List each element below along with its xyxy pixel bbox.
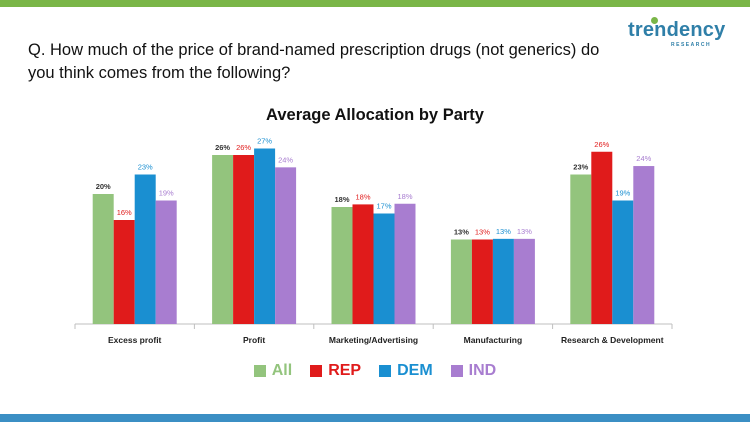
brand-logo: trendency RESEARCH bbox=[628, 17, 740, 49]
legend-swatch bbox=[310, 365, 323, 377]
data-label: 19% bbox=[615, 189, 630, 198]
data-label: 18% bbox=[397, 192, 412, 201]
category-label: Marketing/Advertising bbox=[329, 335, 418, 345]
bottom-accent-bar bbox=[0, 414, 750, 422]
data-label: 27% bbox=[257, 137, 272, 146]
logo-wordmark: trendency bbox=[628, 19, 726, 41]
category-label: Profit bbox=[243, 335, 265, 345]
category-label: Manufacturing bbox=[464, 335, 523, 345]
data-label: 20% bbox=[96, 182, 111, 191]
data-label: 26% bbox=[215, 143, 230, 152]
bar-all bbox=[450, 239, 472, 324]
legend-swatch bbox=[253, 365, 266, 377]
data-label: 13% bbox=[454, 228, 469, 237]
bar-rep bbox=[352, 204, 374, 324]
data-label: 23% bbox=[573, 163, 588, 172]
bar-dem bbox=[492, 238, 514, 324]
bar-ind bbox=[155, 200, 177, 324]
legend-label: IND bbox=[468, 362, 497, 379]
category-label: Excess profit bbox=[108, 335, 162, 345]
logo-subtitle: RESEARCH bbox=[671, 42, 712, 48]
data-label: 13% bbox=[517, 227, 532, 236]
bar-ind bbox=[394, 203, 416, 324]
data-label: 16% bbox=[117, 208, 132, 217]
bar-dem bbox=[134, 174, 156, 324]
data-label: 17% bbox=[376, 202, 391, 211]
legend-item-all: All bbox=[253, 362, 293, 380]
data-label: 19% bbox=[159, 189, 174, 198]
bar-rep bbox=[471, 239, 493, 324]
data-label: 18% bbox=[334, 195, 349, 204]
bar-all bbox=[212, 155, 234, 324]
chart-legend: All REP DEM IND bbox=[0, 362, 750, 380]
bar-all bbox=[570, 174, 592, 324]
legend-swatch bbox=[450, 365, 463, 377]
bar-ind bbox=[513, 238, 535, 324]
legend-label: All bbox=[271, 362, 293, 379]
question-text: Q. How much of the price of brand-named … bbox=[28, 41, 600, 82]
bar-rep bbox=[591, 151, 613, 324]
legend-item-rep: REP bbox=[310, 362, 361, 380]
bar-all bbox=[92, 194, 114, 324]
bar-rep bbox=[113, 220, 135, 324]
bar-all bbox=[331, 207, 353, 324]
category-label: Research & Development bbox=[561, 335, 664, 345]
bar-rep bbox=[233, 155, 255, 324]
data-label: 26% bbox=[594, 140, 609, 149]
logo-dot-icon bbox=[651, 17, 658, 24]
legend-item-dem: DEM bbox=[379, 362, 433, 380]
bar-dem bbox=[612, 200, 634, 324]
bar-dem bbox=[373, 213, 395, 324]
data-label: 24% bbox=[278, 155, 293, 164]
legend-label: DEM bbox=[397, 362, 433, 379]
data-label: 24% bbox=[636, 154, 651, 163]
legend-swatch bbox=[379, 365, 392, 377]
chart-title: Average Allocation by Party bbox=[266, 106, 484, 124]
data-label: 13% bbox=[475, 228, 490, 237]
data-label: 23% bbox=[138, 163, 153, 172]
bar-ind bbox=[275, 167, 297, 324]
legend-item-ind: IND bbox=[450, 362, 497, 380]
legend-label: REP bbox=[328, 362, 362, 379]
data-label: 26% bbox=[236, 143, 251, 152]
data-label: 18% bbox=[355, 192, 370, 201]
bar-ind bbox=[633, 166, 655, 324]
data-label: 13% bbox=[496, 227, 511, 236]
top-accent-bar bbox=[0, 0, 750, 7]
bar-dem bbox=[254, 148, 276, 324]
